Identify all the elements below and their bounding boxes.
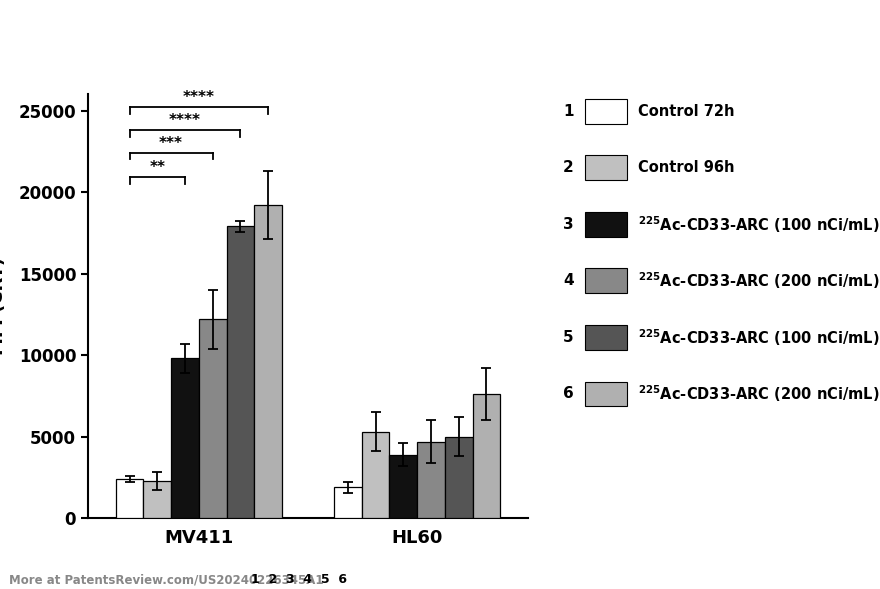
Bar <box>143 481 171 518</box>
Text: ****: **** <box>169 112 201 128</box>
Text: $^{225}$Ac-CD33-ARC (100 nCi/mL) 96h: $^{225}$Ac-CD33-ARC (100 nCi/mL) 96h <box>638 327 880 348</box>
Bar <box>171 359 199 518</box>
Text: **: ** <box>150 160 165 175</box>
Text: ***: *** <box>159 135 183 151</box>
Text: 6: 6 <box>563 386 574 402</box>
Y-axis label: MFI (CRT): MFI (CRT) <box>0 257 7 355</box>
Text: $^{225}$Ac-CD33-ARC (200 nCi/mL) 72h: $^{225}$Ac-CD33-ARC (200 nCi/mL) 72h <box>638 270 880 291</box>
Text: Control 96h: Control 96h <box>638 160 735 176</box>
Text: 5: 5 <box>563 330 574 345</box>
Bar <box>334 487 362 518</box>
Text: 4: 4 <box>563 273 574 289</box>
Text: More at PatentsReview.com/US20240226345A1: More at PatentsReview.com/US20240226345A… <box>9 573 323 586</box>
Bar <box>199 319 226 518</box>
Text: $^{225}$Ac-CD33-ARC (100 nCi/mL) 72h: $^{225}$Ac-CD33-ARC (100 nCi/mL) 72h <box>638 214 880 234</box>
Text: 3: 3 <box>563 217 574 232</box>
Text: 1  2  3  4  5  6: 1 2 3 4 5 6 <box>251 573 347 586</box>
Bar <box>473 395 501 518</box>
Text: $^{225}$Ac-CD33-ARC (200 nCi/mL) 96h: $^{225}$Ac-CD33-ARC (200 nCi/mL) 96h <box>638 383 880 404</box>
Bar <box>226 226 254 518</box>
Bar <box>115 479 143 518</box>
Bar <box>445 437 473 518</box>
Text: 2: 2 <box>563 160 574 176</box>
Bar <box>417 442 445 518</box>
Bar <box>362 432 390 518</box>
Bar <box>390 455 417 518</box>
Text: ****: **** <box>183 90 215 105</box>
Bar <box>254 205 282 518</box>
Text: 1: 1 <box>563 104 574 119</box>
Text: Control 72h: Control 72h <box>638 104 735 119</box>
